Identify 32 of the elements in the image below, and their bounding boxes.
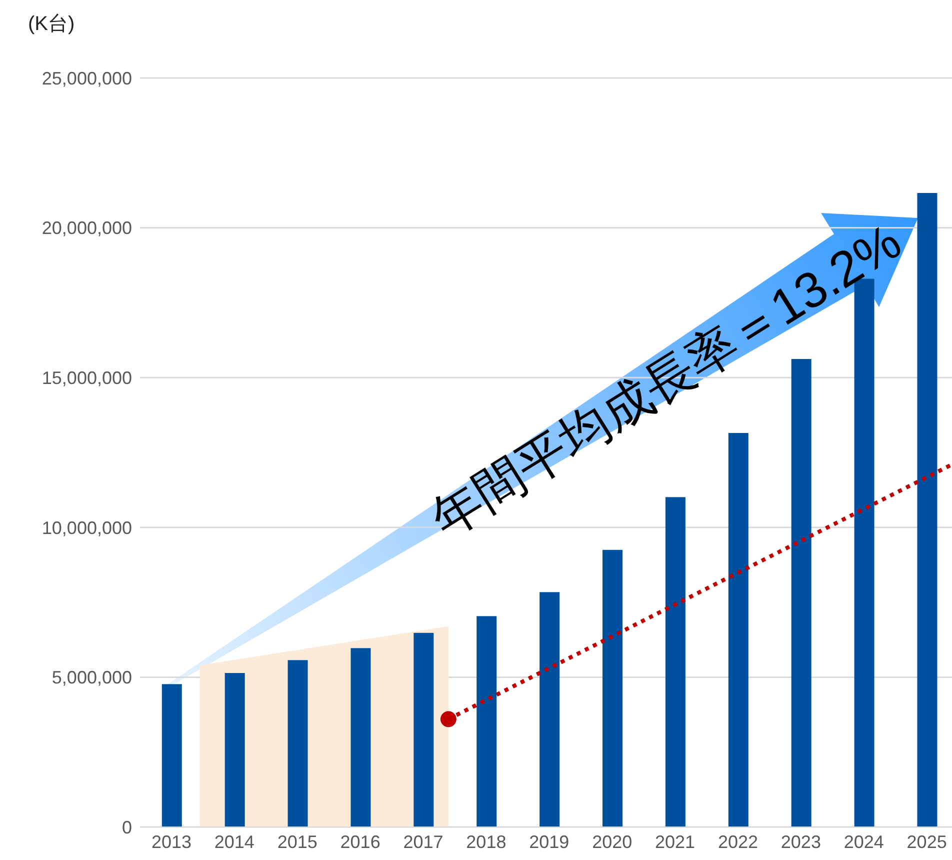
bar <box>224 673 245 827</box>
x-tick-label: 2017 <box>403 832 444 852</box>
y-tick-label: 25,000,000 <box>42 68 132 88</box>
x-tick-label: 2022 <box>718 832 758 852</box>
x-tick-label: 2016 <box>340 832 380 852</box>
x-tick-label: 2013 <box>151 832 192 852</box>
y-tick-label: 10,000,000 <box>42 518 132 538</box>
y-tick-label: 0 <box>122 817 132 838</box>
bar <box>414 632 434 827</box>
bar <box>476 616 497 827</box>
x-tick-label: 2019 <box>529 832 570 852</box>
bar <box>162 684 182 827</box>
bar <box>917 193 938 827</box>
x-tick-label: 2023 <box>780 832 821 852</box>
x-tick-label: 2020 <box>592 832 632 852</box>
x-tick-label: 2021 <box>655 832 696 852</box>
x-tick-label: 2015 <box>277 832 318 852</box>
bar <box>602 550 623 827</box>
y-tick-label: 20,000,000 <box>42 218 132 238</box>
y-axis-title: (K台) <box>28 12 75 37</box>
bar <box>540 592 560 827</box>
x-tick-label: 2024 <box>844 832 884 852</box>
x-tick-label: 2025 <box>906 832 947 852</box>
y-tick-label: 5,000,000 <box>52 668 132 688</box>
bar <box>728 433 748 827</box>
bar <box>665 497 686 827</box>
bar <box>791 359 812 827</box>
bar <box>288 660 308 827</box>
y-tick-label: 15,000,000 <box>42 368 132 388</box>
bar <box>350 648 371 827</box>
x-tick-label: 2014 <box>214 832 254 852</box>
x-tick-label: 2018 <box>466 832 506 852</box>
